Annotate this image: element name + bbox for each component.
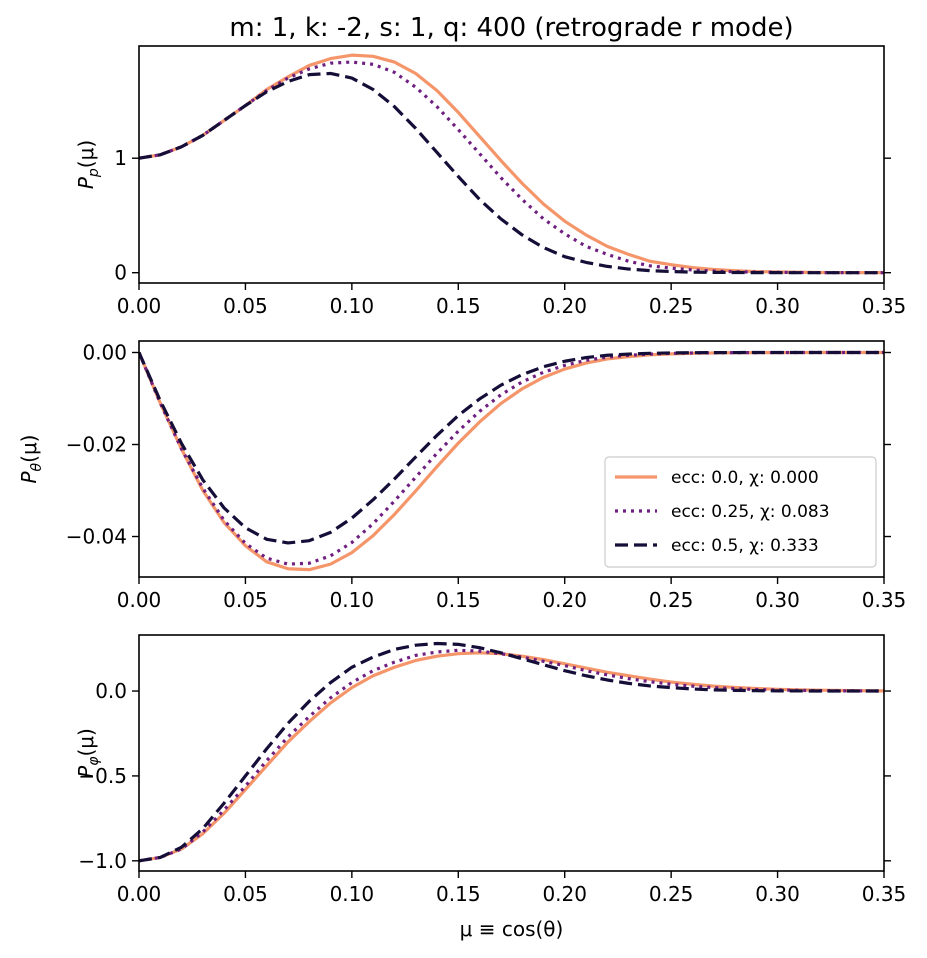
- x-tick-label: 0.05: [223, 588, 268, 612]
- x-tick-label: 0.35: [862, 294, 907, 318]
- legend: ecc: 0.0, χ: 0.000 ecc: 0.25, χ: 0.083 ecc…: [604, 456, 877, 568]
- series-line-1: [139, 651, 884, 863]
- series-line-1: [139, 53, 884, 275]
- series-line-2: [139, 350, 884, 566]
- legend-label-1: ecc: 0.0, χ: 0.000: [671, 468, 819, 488]
- y-tick-label: −0.04: [66, 525, 127, 549]
- y-axis-label: Pθ(μ): [17, 435, 45, 484]
- y-tick-label: 0.0: [95, 679, 127, 703]
- x-tick-label: 0.35: [862, 882, 907, 906]
- x-tick-label: 0.00: [117, 588, 162, 612]
- series-line-3: [139, 641, 884, 863]
- x-axis-label: μ ≡ cos(θ): [460, 917, 564, 941]
- y-tick-label: −1.0: [78, 849, 127, 873]
- x-tick-label: 0.25: [649, 294, 694, 318]
- x-tick-label: 0.10: [330, 882, 375, 906]
- series-group: [139, 641, 884, 863]
- panel-3: 0.00 0.05 0.10 0.15 0.20 0.25 0.30 0.35 0.0 −0.5 −…: [74, 634, 907, 906]
- series-group: [139, 350, 884, 572]
- x-tick-label: 0.15: [436, 294, 481, 318]
- x-tick-label: 0.00: [117, 882, 162, 906]
- panel-2: 0.00 0.05 0.10 0.15 0.20 0.25 0.30 0.35 0.00 −0.0…: [17, 340, 907, 612]
- x-tick-label: 0.05: [223, 294, 268, 318]
- y-axis-label: Pp(μ): [74, 140, 102, 189]
- x-tick-label: 0.25: [649, 588, 694, 612]
- series-group: [139, 53, 884, 275]
- series-line-2: [139, 648, 884, 863]
- x-tick-label: 0.10: [330, 294, 375, 318]
- x-tick-label: 0.15: [436, 882, 481, 906]
- plot-frame: [138, 340, 885, 578]
- x-tick-label: 0.20: [542, 882, 587, 906]
- x-tick-label: 0.30: [755, 882, 800, 906]
- plot-frame: [138, 45, 885, 284]
- x-tick-label: 0.05: [223, 882, 268, 906]
- series-line-2: [139, 60, 884, 275]
- y-axis-label: Pφ(μ): [74, 728, 102, 778]
- series-line-3: [139, 350, 884, 545]
- y-tick-label: −0.02: [66, 433, 127, 457]
- y-tick-label: 1: [114, 146, 127, 170]
- legend-label-2: ecc: 0.25, χ: 0.083: [671, 502, 830, 522]
- series-line-3: [139, 71, 884, 275]
- x-tick-label: 0.25: [649, 882, 694, 906]
- panel-1: 0.00 0.05 0.10 0.15 0.20 0.25 0.30 0.35 0 1 Pp(μ): [74, 45, 907, 318]
- y-tick-label: 0: [114, 261, 127, 285]
- plot-frame: [138, 634, 885, 872]
- legend-label-3: ecc: 0.5, χ: 0.333: [671, 536, 819, 556]
- chart-title: m: 1, k: -2, s: 1, q: 400 (retrograde r …: [229, 13, 793, 43]
- x-tick-label: 0.20: [542, 588, 587, 612]
- x-tick-label: 0.30: [755, 588, 800, 612]
- x-tick-label: 0.35: [862, 588, 907, 612]
- x-tick-label: 0.10: [330, 588, 375, 612]
- y-tick-label: 0.00: [82, 341, 127, 365]
- x-tick-label: 0.15: [436, 588, 481, 612]
- x-tick-label: 0.20: [542, 294, 587, 318]
- x-tick-label: 0.00: [117, 294, 162, 318]
- x-tick-label: 0.30: [755, 294, 800, 318]
- y-tick-label: −0.5: [78, 764, 127, 788]
- legend-box: [604, 456, 877, 568]
